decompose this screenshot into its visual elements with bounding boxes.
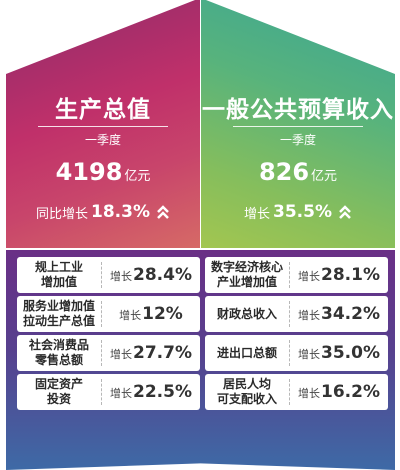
- indicator-card: 进出口总额 增长 35.0%: [205, 335, 388, 371]
- indicator-card: 服务业增加值 拉动生产总值 增长 12%: [17, 296, 200, 332]
- indicator-label: 财政总收入: [205, 307, 289, 322]
- indicator-growth-value: 27.7%: [133, 343, 192, 363]
- indicator-growth-label: 增长: [298, 387, 320, 400]
- indicator-growth-value: 34.2%: [321, 304, 380, 324]
- indicator-growth-label: 增长: [298, 309, 320, 322]
- indicator-growth-label: 增长: [298, 348, 320, 361]
- budget-panel: 一般公共预算收入 一季度 826 亿元 增长 35.5%: [201, 0, 395, 248]
- indicator-growth: 增长 28.1%: [290, 265, 388, 285]
- indicator-growth-label: 增长: [119, 309, 142, 322]
- indicator-growth: 增长 22.5%: [102, 382, 200, 402]
- indicator-label-line2: 拉动生产总值: [22, 314, 95, 328]
- card-divider: [101, 262, 102, 288]
- indicator-card: 固定资产 投资 增长 22.5%: [17, 374, 200, 410]
- indicator-label: 社会消费品 零售总额: [17, 338, 101, 368]
- indicator-label-line1: 服务业增加值: [22, 299, 95, 313]
- indicator-label-line2: 零售总额: [34, 353, 83, 367]
- gdp-title: 生产总值: [55, 97, 151, 123]
- indicator-growth: 增长 16.2%: [290, 382, 388, 402]
- budget-title: 一般公共预算收入: [202, 97, 394, 123]
- indicator-label-line1: 进出口总额: [216, 345, 277, 360]
- budget-growth-row: 增长 35.5%: [201, 202, 395, 222]
- indicator-growth: 增长 35.0%: [290, 343, 388, 363]
- indicator-card: 居民人均 可支配收入 增长 16.2%: [205, 374, 388, 410]
- budget-divider: [233, 126, 363, 127]
- card-divider: [289, 301, 290, 327]
- indicator-card: 数字经济核心 产业增加值 增长 28.1%: [205, 257, 388, 293]
- gdp-growth-row: 同比增长 18.3%: [6, 202, 200, 222]
- budget-unit: 亿元: [311, 169, 338, 184]
- indicator-growth: 增长 12%: [102, 304, 200, 324]
- indicator-growth-label: 增长: [110, 387, 132, 400]
- indicator-board: 规上工业 增加值 增长 28.4% 数字经济核心 产业增加值 增长 28.1% …: [6, 250, 395, 470]
- gdp-unit: 亿元: [124, 169, 151, 184]
- indicator-growth: 增长 34.2%: [290, 304, 388, 324]
- indicator-card: 财政总收入 增长 34.2%: [205, 296, 388, 332]
- gdp-value-row: 4198 亿元: [6, 158, 200, 186]
- indicator-growth-value: 16.2%: [321, 382, 380, 402]
- indicator-label: 固定资产 投资: [17, 377, 101, 407]
- indicator-label-line2: 产业增加值: [216, 275, 277, 289]
- card-divider: [101, 379, 102, 405]
- indicator-label: 规上工业 增加值: [17, 260, 101, 290]
- card-divider: [289, 262, 290, 288]
- gdp-period: 一季度: [84, 133, 121, 147]
- card-divider: [101, 301, 102, 327]
- indicator-label-line1: 数字经济核心: [210, 260, 283, 274]
- card-divider: [289, 340, 290, 366]
- indicator-label-line1: 固定资产: [34, 377, 83, 391]
- double-chevron-up-icon: [157, 205, 169, 219]
- indicator-label-line2: 增加值: [40, 275, 77, 289]
- indicator-label-line1: 财政总收入: [216, 306, 277, 321]
- indicator-card: 规上工业 增加值 增长 28.4%: [17, 257, 200, 293]
- indicator-growth-value: 12%: [142, 304, 183, 324]
- budget-value: 826: [258, 158, 310, 186]
- indicator-card: 社会消费品 零售总额 增长 27.7%: [17, 335, 200, 371]
- indicator-growth-label: 增长: [110, 270, 132, 283]
- gdp-value: 4198: [55, 158, 123, 186]
- indicator-label: 服务业增加值 拉动生产总值: [17, 299, 101, 329]
- indicator-growth: 增长 27.7%: [102, 343, 200, 363]
- indicator-label-line2: 可支配收入: [216, 392, 277, 406]
- indicator-growth-value: 28.4%: [133, 265, 192, 285]
- indicator-growth-value: 28.1%: [321, 265, 380, 285]
- budget-growth-value: 35.5%: [273, 202, 332, 222]
- gdp-panel: 生产总值 一季度 4198 亿元 同比增长 18.3%: [6, 0, 200, 248]
- gdp-growth-value: 18.3%: [91, 202, 150, 222]
- indicator-label: 数字经济核心 产业增加值: [205, 260, 289, 290]
- indicator-label-line1: 社会消费品: [28, 338, 89, 352]
- indicator-label-line1: 居民人均: [222, 377, 271, 391]
- budget-period: 一季度: [279, 133, 316, 147]
- card-divider: [101, 340, 102, 366]
- indicator-growth-value: 22.5%: [133, 382, 192, 402]
- indicator-label-line2: 投资: [46, 392, 71, 406]
- indicator-label: 进出口总额: [205, 346, 289, 361]
- budget-growth-label: 增长: [244, 206, 271, 222]
- indicator-growth: 增长 28.4%: [102, 265, 200, 285]
- indicator-label-line1: 规上工业: [34, 260, 83, 274]
- budget-value-row: 826 亿元: [201, 158, 395, 186]
- indicator-label: 居民人均 可支配收入: [205, 377, 289, 407]
- card-divider: [289, 379, 290, 405]
- gdp-growth-label: 同比增长: [36, 206, 89, 222]
- indicator-growth-label: 增长: [298, 270, 320, 283]
- indicator-growth-label: 增长: [110, 348, 132, 361]
- indicator-growth-value: 35.0%: [321, 343, 380, 363]
- gdp-divider: [38, 126, 168, 127]
- double-chevron-up-icon: [339, 205, 351, 219]
